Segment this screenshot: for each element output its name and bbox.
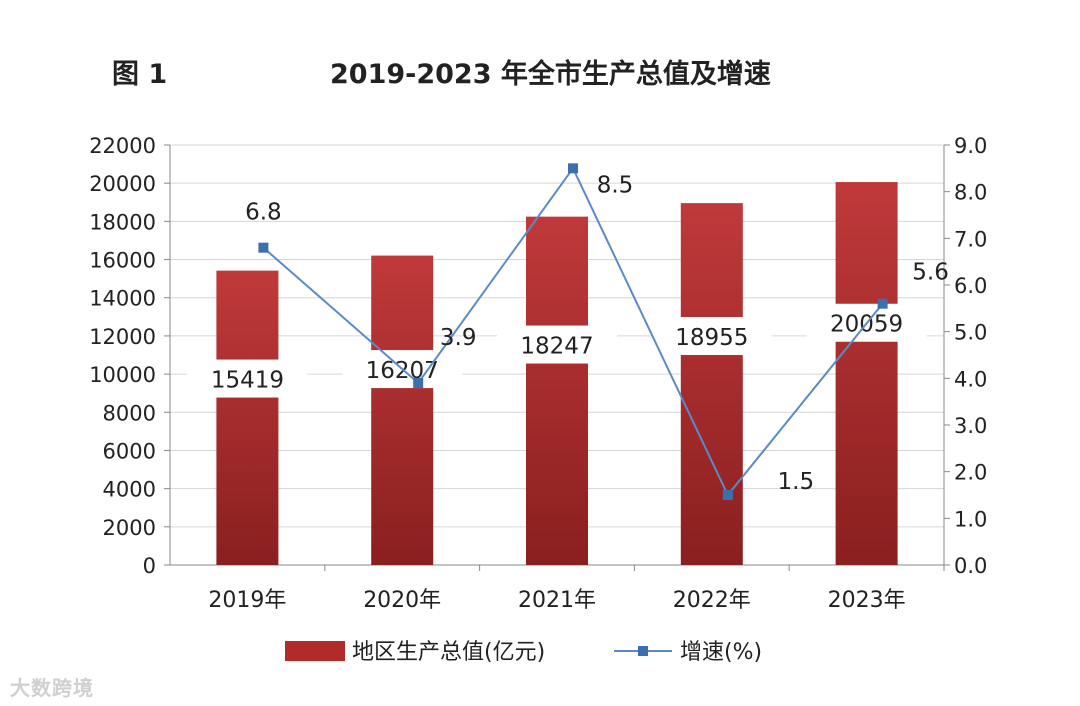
left-tick-label: 2000	[103, 516, 156, 540]
line-marker	[413, 378, 424, 388]
figure-label: 图 1	[112, 59, 168, 90]
left-tick-label: 0	[143, 554, 156, 578]
bar	[216, 270, 279, 565]
bar-series	[216, 182, 898, 566]
right-tick-label: 4.0	[954, 367, 987, 391]
x-tick-label: 2023年	[828, 588, 906, 613]
right-tick-label: 8.0	[954, 181, 987, 205]
legend-bar-label: 地区生产总值(亿元)	[352, 640, 545, 665]
bar	[680, 203, 743, 565]
left-tick-label: 4000	[103, 478, 156, 502]
bar	[835, 182, 898, 565]
left-tick-label: 18000	[89, 210, 156, 234]
bar-value-label: 18955	[675, 325, 748, 351]
bar-value-label: 15419	[211, 368, 284, 394]
line-value-label: 1.5	[778, 469, 815, 495]
x-tick-label: 2020年	[363, 588, 441, 613]
right-tick-label: 1.0	[954, 507, 987, 531]
left-tick-label: 16000	[89, 249, 156, 273]
line-value-label: 5.6	[912, 260, 949, 286]
right-tick-label: 9.0	[954, 134, 987, 158]
left-tick-label: 8000	[103, 401, 156, 425]
line-value-label: 3.9	[440, 325, 477, 351]
bar-label-background	[651, 317, 772, 356]
left-tick-label: 12000	[89, 325, 156, 349]
bar-label-background	[187, 359, 308, 398]
chart-title: 2019-2023 年全市生产总值及增速	[330, 59, 771, 90]
right-tick-label: 7.0	[954, 227, 987, 251]
right-tick-label: 5.0	[954, 321, 987, 345]
legend-line-marker	[638, 646, 648, 656]
line-value-label: 8.5	[597, 172, 634, 198]
line-marker	[877, 298, 888, 309]
left-tick-label: 10000	[89, 363, 156, 387]
line-value-label: 6.8	[245, 200, 282, 226]
line-series	[258, 163, 888, 500]
bar	[526, 216, 588, 565]
left-tick-label: 6000	[103, 439, 156, 463]
right-tick-label: 3.0	[954, 414, 987, 438]
chart-header: 图 1 2019-2023 年全市生产总值及增速	[0, 0, 1080, 120]
watermark: 大数跨境	[10, 676, 94, 700]
left-tick-label: 22000	[89, 134, 156, 158]
right-tick-label: 2.0	[954, 461, 987, 485]
x-tick-label: 2022年	[673, 588, 751, 613]
bar	[371, 255, 434, 566]
axes: 0 2000 4000 6000 8000 10000 12000 14000 16000 180…	[89, 134, 987, 613]
x-tick-label: 2019年	[208, 588, 286, 613]
right-tick-label: 6.0	[954, 274, 987, 298]
bar-label-background	[497, 325, 617, 364]
x-tick-label: 2021年	[518, 588, 596, 613]
left-tick-label: 14000	[89, 287, 156, 311]
line-marker	[568, 163, 578, 174]
left-tick-label: 20000	[89, 172, 156, 196]
line-marker	[258, 242, 269, 253]
legend: 地区生产总值(亿元) 增速(%)	[285, 640, 762, 665]
right-tick-label: 0.0	[954, 554, 987, 578]
line-data-labels: 6.8 3.9 8.5 1.5 5.6	[245, 172, 949, 495]
bar-value-label: 18247	[520, 334, 593, 360]
legend-line-label: 增速(%)	[680, 640, 762, 665]
line-marker	[722, 490, 733, 500]
legend-bar-swatch	[285, 641, 345, 661]
